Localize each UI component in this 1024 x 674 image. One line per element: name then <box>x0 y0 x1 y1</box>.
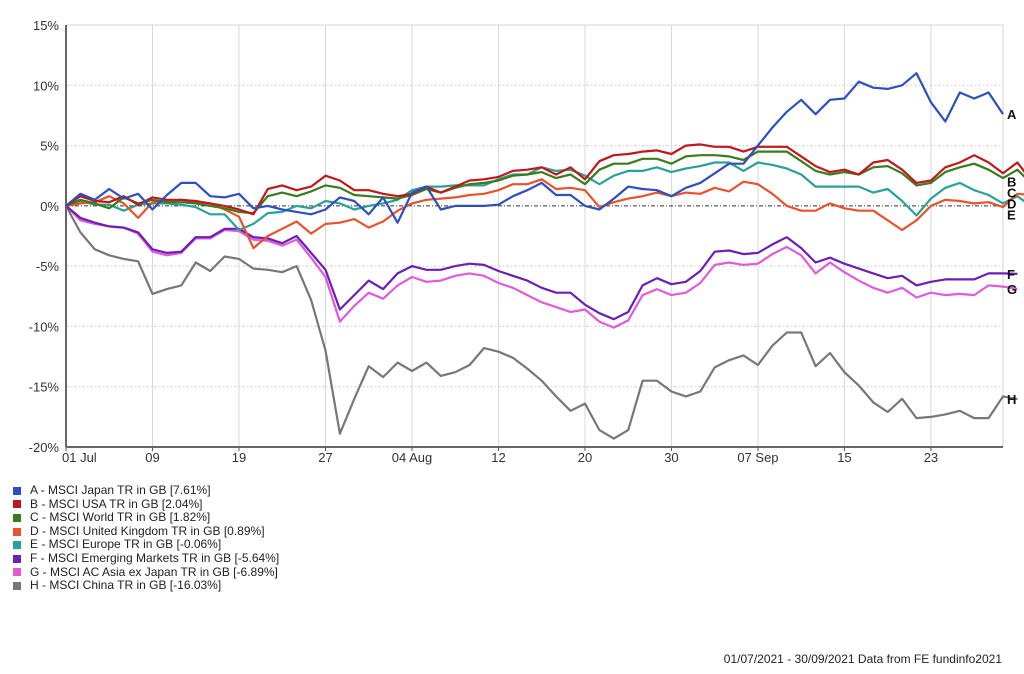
chart-series <box>65 72 1024 440</box>
series-end-label: C <box>1007 185 1017 200</box>
y-tick-label: -5% <box>36 259 60 274</box>
y-tick-label: -15% <box>29 380 60 395</box>
y-tick-label: -20% <box>29 440 60 455</box>
x-tick-label: 27 <box>318 450 332 465</box>
legend-label: A - MSCI Japan TR in GB [7.61%] <box>30 483 211 497</box>
legend-swatch-icon <box>13 541 21 550</box>
x-tick-label: 07 Sep <box>737 450 778 465</box>
x-tick-label: 20 <box>578 450 592 465</box>
legend-label: C - MSCI World TR in GB [1.82%] <box>30 510 211 525</box>
series-end-label: G <box>1007 282 1017 297</box>
x-tick-label: 09 <box>145 450 159 465</box>
y-tick-label: 5% <box>40 139 59 154</box>
legend-swatch-icon <box>13 486 21 495</box>
legend-item-h: H - MSCI China TR in GB [-16.03%] <box>13 579 279 593</box>
x-tick-label: 12 <box>491 450 505 465</box>
series-line-c <box>65 150 1024 215</box>
legend-item-a: A - MSCI Japan TR in GB [7.61%] <box>13 483 279 498</box>
legend-item-e: E - MSCI Europe TR in GB [-0.06%] <box>13 538 279 552</box>
x-tick-label: 04 Aug <box>392 450 433 465</box>
legend-swatch-icon <box>13 527 21 536</box>
series-line-d <box>65 178 1024 250</box>
x-tick-label: 15 <box>837 450 851 465</box>
series-end-label: D <box>1007 196 1016 211</box>
line-chart: 15% 10% 5% 0% -5% -10% -15% -20%01 Jul 09 19 27 04 … <box>29 18 1024 465</box>
x-tick-label: 30 <box>664 450 678 465</box>
x-tick-label: 23 <box>924 450 938 465</box>
series-line-a <box>65 72 1004 224</box>
x-tick-label: 19 <box>232 450 246 465</box>
legend-label: D - MSCI United Kingdom TR in GB [0.89%] <box>30 523 265 538</box>
data-source-caption: 01/07/2021 - 30/09/2021 Data from FE fun… <box>723 652 1002 666</box>
legend-swatch-icon <box>13 500 21 509</box>
x-tick-label: 01 Jul <box>62 450 97 465</box>
series-line-f <box>65 205 1018 321</box>
chart-grid <box>65 24 1004 448</box>
y-tick-label: 15% <box>33 18 59 33</box>
y-tick-label: -10% <box>29 319 60 334</box>
chart-axes: 15% 10% 5% 0% -5% -10% -15% -20%01 Jul 09 19 27 04 … <box>29 18 1003 465</box>
series-line-h <box>65 205 1018 440</box>
legend-item-b: B - MSCI USA TR in GB [2.04%] <box>13 496 279 512</box>
legend-swatch-icon <box>13 581 21 590</box>
legend-label: F - MSCI Emerging Markets TR in GB [-5.6… <box>30 550 280 565</box>
legend-swatch-icon <box>13 568 21 577</box>
series-end-label: H <box>1007 392 1016 407</box>
series-end-label: E <box>1007 207 1016 222</box>
series-end-label: F <box>1007 267 1015 282</box>
legend-label: H - MSCI China TR in GB [-16.03%] <box>30 578 222 593</box>
chart-legend: A - MSCI Japan TR in GB [7.61%] B - MSCI… <box>13 483 280 593</box>
legend-label: G - MSCI AC Asia ex Japan TR in GB [-6.8… <box>30 564 278 579</box>
series-line-b <box>65 143 1024 216</box>
legend-item-d: D - MSCI United Kingdom TR in GB [0.89%] <box>13 523 279 539</box>
legend-swatch-icon <box>13 513 21 522</box>
legend-label: E - MSCI Europe TR in GB [-0.06%] <box>30 537 222 552</box>
legend-item-g: G - MSCI AC Asia ex Japan TR in GB [-6.8… <box>13 564 279 580</box>
legend-label: B - MSCI USA TR in GB [2.04%] <box>30 496 203 511</box>
series-line-e <box>65 161 1024 232</box>
series-end-label: B <box>1007 174 1016 189</box>
legend-item-f: F - MSCI Emerging Markets TR in GB [-5.6… <box>13 550 280 566</box>
plot-frame <box>65 24 1004 448</box>
series-end-label: A <box>1007 107 1017 122</box>
y-tick-label: 10% <box>33 78 59 93</box>
legend-swatch-icon <box>13 554 21 563</box>
series-line-g <box>65 205 1018 329</box>
y-tick-label: 0% <box>40 199 59 214</box>
legend-item-c: C - MSCI World TR in GB [1.82%] <box>13 511 279 525</box>
